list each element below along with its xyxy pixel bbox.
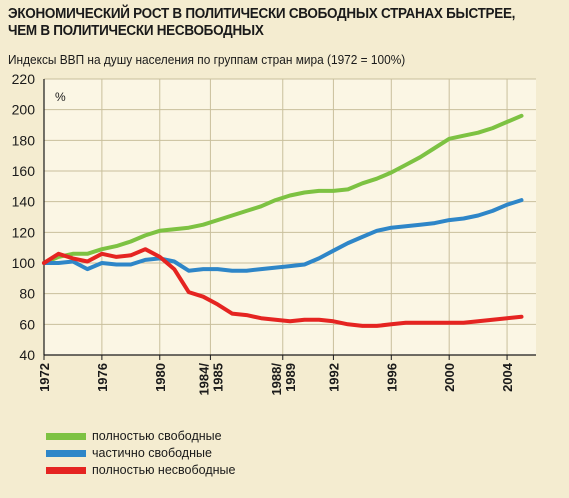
y-tick-label-160: 160 — [12, 163, 36, 179]
y-tick-label-220: 220 — [12, 71, 36, 87]
x-tick-label-0: 1972 — [37, 363, 52, 392]
x-tick-label-3: 1984/1985 — [196, 363, 225, 396]
series-line-1 — [42, 198, 524, 273]
y-tick-label-100: 100 — [12, 255, 36, 271]
plot-area — [44, 79, 536, 355]
y-tick-label-120: 120 — [12, 224, 36, 240]
x-tick-label-1: 1976 — [95, 363, 110, 392]
y-tick-label-140: 140 — [12, 194, 36, 210]
legend-item-free: полностью свободные — [46, 428, 235, 444]
series-line-0 — [42, 113, 524, 265]
y-tick-label-80: 80 — [19, 286, 35, 302]
y-tick-label-60: 60 — [19, 316, 35, 332]
chart-subtitle: Индексы ВВП на душу населения по группам… — [8, 53, 406, 67]
x-tick-label-6: 1996 — [384, 363, 399, 392]
legend-swatch-free — [46, 432, 86, 440]
legend-item-not-free: полностью несвободные — [46, 462, 235, 478]
chart-title-line-1: ЭКОНОМИЧЕСКИЙ РОСТ В ПОЛИТИЧЕСКИ СВОБОДН… — [8, 6, 516, 22]
y-tick-label-40: 40 — [19, 347, 35, 363]
legend-label-free: полностью свободные — [92, 429, 222, 443]
legend-swatch-partly-free — [46, 449, 86, 457]
x-tick-label-8: 2004 — [500, 362, 515, 392]
series-line-2 — [42, 247, 524, 328]
chart-title: ЭКОНОМИЧЕСКИЙ РОСТ В ПОЛИТИЧЕСКИ СВОБОДН… — [8, 6, 515, 40]
chart-title-line-2: ЧЕМ В ПОЛИТИЧЕСКИ НЕСВОБОДНЫХ — [8, 23, 264, 39]
x-tick-label-5: 1992 — [326, 363, 341, 392]
legend-swatch-not-free — [46, 466, 86, 474]
legend-item-partly-free: частично свободные — [46, 445, 235, 461]
y-tick-label-180: 180 — [12, 132, 36, 148]
x-tick-label-4: 1988/1989 — [269, 363, 298, 396]
legend-label-partly-free: частично свободные — [92, 446, 212, 460]
y-tick-label-200: 200 — [12, 102, 36, 118]
legend-label-not-free: полностью несвободные — [92, 463, 236, 477]
legend: полностью свободные частично свободные п… — [46, 428, 235, 479]
x-tick-label-2: 1980 — [153, 363, 168, 392]
y-axis-label: % — [55, 90, 66, 104]
x-tick-label-7: 2000 — [442, 363, 457, 392]
